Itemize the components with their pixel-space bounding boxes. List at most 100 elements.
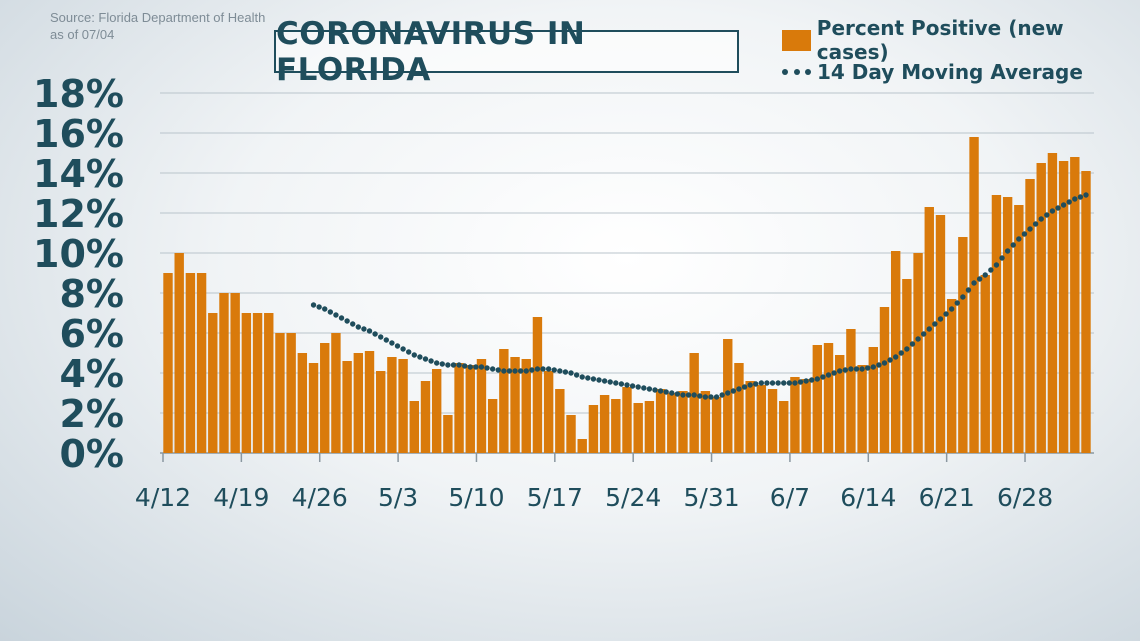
legend-label-moving-average: 14 Day Moving Average xyxy=(817,60,1083,84)
bar xyxy=(890,251,901,453)
average-point xyxy=(450,362,457,368)
legend-label-percent-positive: Percent Positive (new cases) xyxy=(816,16,1064,64)
x-tick-label: 6/28 xyxy=(997,483,1053,512)
x-tick-label: 5/3 xyxy=(378,483,418,512)
bar xyxy=(935,215,946,453)
average-point xyxy=(383,337,390,343)
bar xyxy=(678,391,688,453)
bar xyxy=(611,399,621,453)
bar xyxy=(376,371,386,453)
bar xyxy=(700,391,711,453)
average-point xyxy=(769,380,776,386)
average-point xyxy=(1038,216,1044,222)
x-tick-label: 5/17 xyxy=(527,483,583,512)
average-point xyxy=(797,379,804,385)
bar xyxy=(779,401,789,453)
average-point xyxy=(948,306,955,312)
bar xyxy=(1047,153,1058,453)
average-point xyxy=(405,349,412,355)
bar xyxy=(555,389,565,453)
average-point xyxy=(517,368,524,374)
as-of-date: as of 07/04 xyxy=(50,27,115,42)
average-point xyxy=(310,302,317,308)
legend-item-percent-positive: Percent Positive (new cases) xyxy=(782,16,1140,64)
average-point xyxy=(1004,248,1011,254)
average-point xyxy=(786,380,793,386)
average-point xyxy=(456,362,462,368)
bar xyxy=(353,353,364,453)
bar xyxy=(857,365,867,453)
y-tick-label: 10% xyxy=(33,232,124,276)
average-point xyxy=(573,372,580,378)
bar xyxy=(711,397,722,453)
bar xyxy=(835,355,845,453)
bar xyxy=(476,359,487,453)
bar xyxy=(320,343,330,453)
bar xyxy=(465,365,475,453)
average-point xyxy=(585,375,591,381)
average-point xyxy=(920,331,927,337)
average-point xyxy=(338,315,345,321)
average-point xyxy=(814,376,821,382)
legend-dots-swatch xyxy=(782,69,811,75)
bar xyxy=(185,273,196,453)
average-point xyxy=(853,366,860,372)
average-point xyxy=(803,378,809,384)
average-point xyxy=(361,326,367,332)
average-point xyxy=(545,366,552,372)
average-point xyxy=(1032,221,1039,227)
bar xyxy=(1036,163,1046,453)
average-point xyxy=(982,272,988,278)
average-point xyxy=(1077,194,1084,200)
y-tick-label: 6% xyxy=(59,312,124,356)
bar-series xyxy=(163,137,1091,453)
average-point xyxy=(557,368,563,374)
average-point xyxy=(758,380,765,386)
bar xyxy=(588,405,599,453)
average-point xyxy=(892,354,899,360)
average-point xyxy=(417,354,423,360)
average-point xyxy=(775,380,781,386)
average-point xyxy=(400,346,406,352)
y-tick-label: 14% xyxy=(33,152,124,196)
moving-average-series xyxy=(310,192,1089,400)
bar xyxy=(1014,205,1024,453)
average-point xyxy=(1055,205,1061,211)
bar xyxy=(734,363,744,453)
average-point xyxy=(394,343,401,349)
y-tick-label: 2% xyxy=(59,392,124,436)
bar xyxy=(510,357,520,453)
average-point xyxy=(624,382,630,388)
average-point xyxy=(333,312,339,318)
bar xyxy=(230,293,240,453)
average-point xyxy=(898,350,904,356)
average-point xyxy=(943,311,949,317)
average-point xyxy=(993,262,1000,268)
legend-item-moving-average: 14 Day Moving Average xyxy=(782,60,1083,84)
bar xyxy=(902,279,912,453)
x-axis-ticks: 4/12 4/19 4/26 5/3 5/10 5/17 5/24 5/31 6/7 6/14 6/… xyxy=(135,453,1053,512)
y-tick-label: 12% xyxy=(33,192,124,236)
average-point xyxy=(870,364,876,370)
average-point xyxy=(590,376,597,382)
bar xyxy=(543,371,554,453)
x-tick-label: 5/31 xyxy=(683,483,739,512)
average-point xyxy=(1083,192,1089,198)
average-point xyxy=(646,386,653,392)
average-point xyxy=(512,368,518,374)
average-point xyxy=(685,392,692,398)
average-point xyxy=(568,370,574,376)
bar xyxy=(1025,179,1035,453)
average-point xyxy=(461,363,468,369)
average-point xyxy=(613,380,619,386)
average-point xyxy=(652,387,658,393)
average-point xyxy=(484,365,490,371)
average-point xyxy=(445,362,451,368)
bar xyxy=(946,299,957,453)
average-point xyxy=(501,368,507,374)
bar xyxy=(745,381,755,453)
average-point xyxy=(344,318,350,324)
y-tick-label: 16% xyxy=(33,112,124,156)
bar xyxy=(521,359,531,453)
